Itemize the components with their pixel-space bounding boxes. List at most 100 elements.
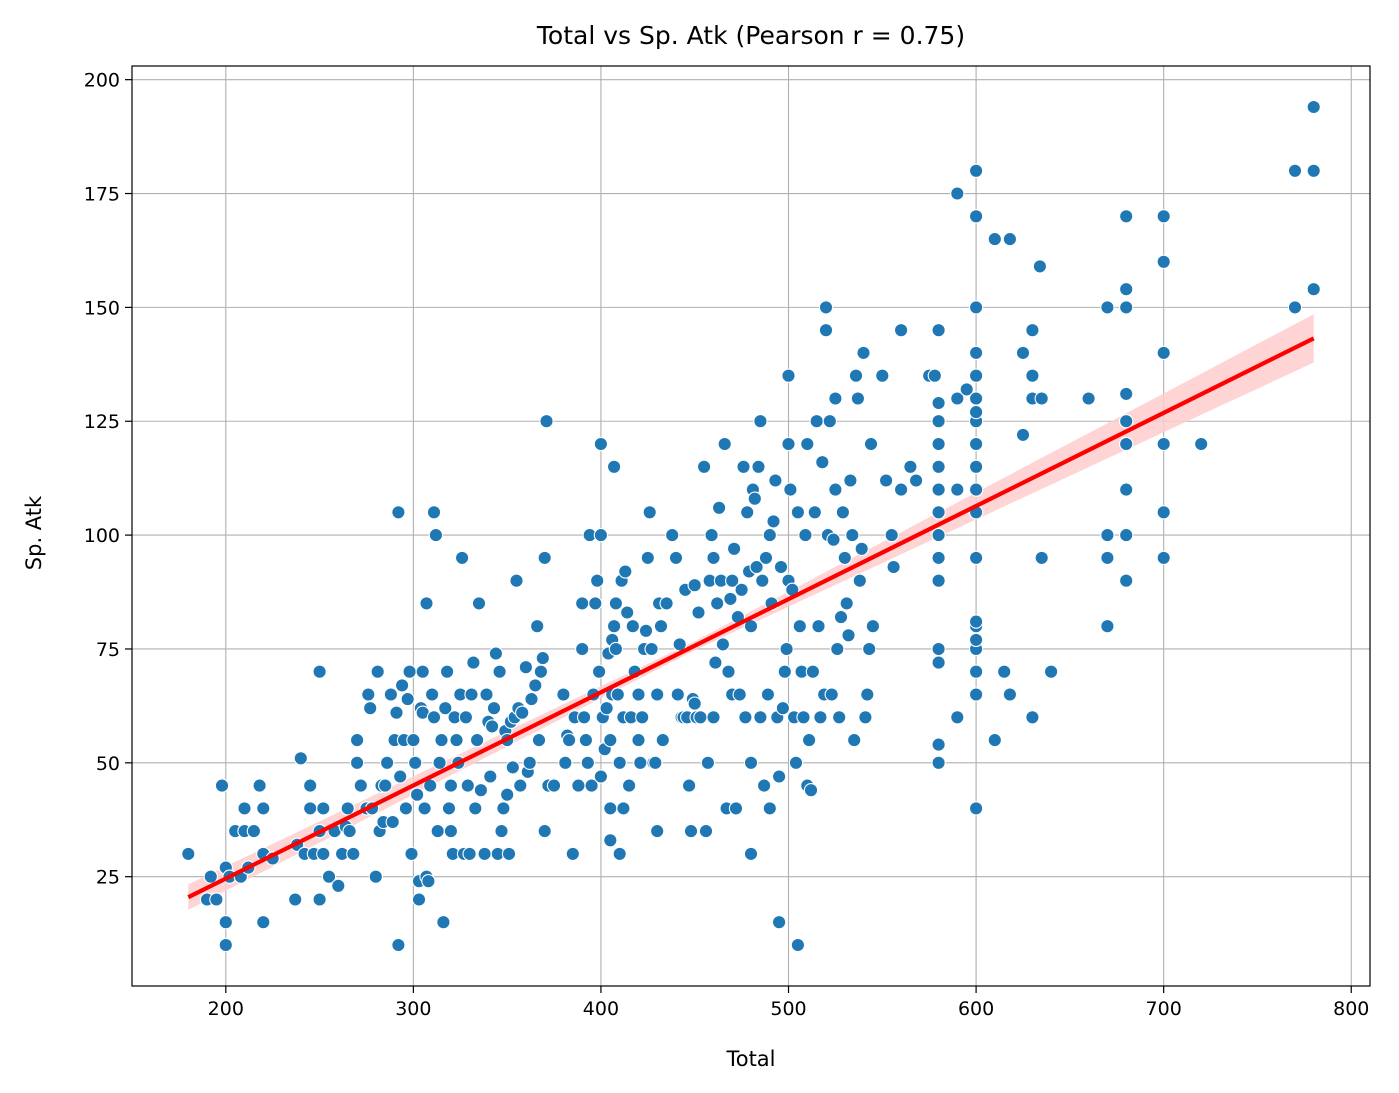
data-point (655, 732, 670, 748)
data-point (997, 664, 1012, 679)
data-point (303, 801, 318, 816)
data-point (809, 414, 824, 429)
data-point (391, 505, 406, 520)
data-point (723, 591, 738, 607)
data-point (691, 605, 706, 620)
data-point (708, 655, 723, 670)
data-point (558, 755, 573, 770)
data-point (539, 414, 554, 429)
data-point (218, 915, 233, 930)
data-point (721, 664, 736, 679)
data-point (1034, 391, 1049, 406)
confidence-band-area (188, 314, 1314, 910)
data-point (430, 823, 445, 839)
data-point (616, 801, 631, 816)
data-point (1287, 300, 1303, 315)
data-point (706, 550, 721, 566)
data-point (751, 459, 766, 474)
data-point (608, 596, 624, 611)
data-point (1156, 209, 1171, 224)
data-point (575, 641, 590, 657)
data-point (931, 527, 946, 543)
data-point (1100, 300, 1115, 315)
data-point (599, 701, 614, 716)
data-point (743, 755, 759, 770)
data-point (349, 732, 365, 748)
data-point (725, 573, 740, 588)
data-point (349, 755, 365, 770)
data-point (438, 701, 453, 716)
data-point (409, 787, 425, 802)
data-point (968, 687, 984, 702)
data-point (625, 619, 640, 634)
data-point (781, 436, 796, 452)
data-point (468, 801, 483, 816)
data-point (576, 710, 592, 725)
data-point (835, 505, 851, 520)
data-point (893, 323, 909, 338)
data-point (762, 527, 777, 543)
data-point (822, 414, 837, 429)
data-point (466, 655, 481, 670)
data-point (711, 500, 727, 515)
data-point (818, 300, 834, 315)
data-point (753, 414, 768, 429)
data-point (515, 705, 530, 720)
x-tick-label: 300 (395, 998, 431, 1020)
data-point (800, 436, 815, 452)
data-point (968, 664, 984, 679)
data-point (783, 482, 798, 497)
data-point (331, 878, 346, 893)
data-point (432, 755, 447, 770)
data-point (531, 732, 547, 748)
data-point (496, 801, 511, 816)
data-point (931, 482, 946, 497)
data-point (811, 619, 826, 634)
data-point (681, 778, 697, 793)
data-point (760, 687, 776, 702)
data-point (316, 846, 331, 862)
data-point (1306, 99, 1321, 115)
data-point (650, 823, 665, 839)
data-point (483, 769, 498, 784)
data-point (968, 300, 984, 315)
data-point (1002, 231, 1018, 247)
data-point (426, 505, 442, 520)
data-point (353, 778, 368, 793)
data-point (865, 619, 881, 634)
chart-title: Total vs Sp. Atk (Pearson r = 0.75) (536, 21, 965, 50)
data-point (606, 619, 622, 634)
data-point (391, 937, 406, 953)
data-point (753, 710, 768, 725)
data-point (747, 491, 762, 506)
data-point (927, 368, 942, 383)
data-point (256, 801, 271, 816)
data-point (828, 482, 843, 497)
data-point (968, 404, 984, 420)
data-point (378, 778, 393, 793)
data-point (968, 801, 984, 816)
data-point (462, 846, 477, 862)
regression-line-group (187, 336, 1315, 900)
data-point (522, 755, 537, 770)
data-point (361, 687, 376, 702)
data-point (758, 550, 774, 566)
data-point (642, 505, 657, 520)
data-point (696, 459, 712, 474)
data-point (837, 550, 852, 566)
regression-line (187, 336, 1315, 900)
data-point (218, 937, 233, 953)
data-point (968, 391, 984, 406)
data-point (931, 737, 946, 752)
data-point (968, 209, 984, 224)
data-point (805, 664, 821, 679)
data-point (833, 609, 849, 625)
data-point (803, 783, 819, 798)
data-point (931, 550, 946, 566)
data-point (603, 833, 618, 848)
data-point (1156, 436, 1171, 452)
data-point (533, 664, 549, 679)
data-point (736, 459, 751, 474)
data-point (670, 687, 685, 702)
data-point (479, 687, 494, 702)
